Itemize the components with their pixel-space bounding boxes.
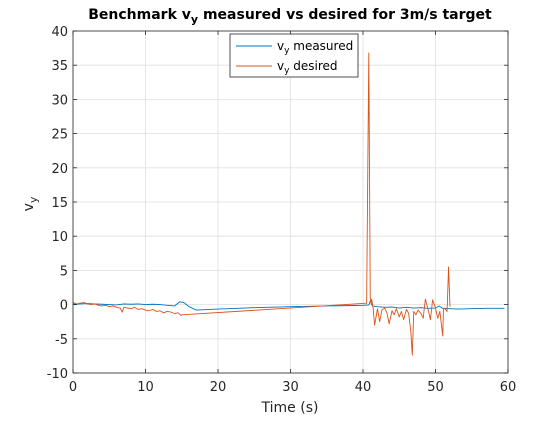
series-line-desired	[72, 52, 451, 356]
x-tick-label: 10	[137, 380, 154, 395]
legend-box	[229, 33, 359, 78]
x-tick-label: 0	[69, 380, 77, 395]
series-layer	[72, 52, 505, 356]
x-tick-label: 40	[355, 380, 372, 395]
x-tick-label: 50	[427, 380, 444, 395]
y-axis-label: vy	[21, 196, 40, 211]
ticks: 0 10 20 30 40 50 60 -10 -5 0 5 10 15 20 25 30 35 40	[47, 25, 517, 395]
y-tick-label: 5	[60, 264, 68, 279]
y-tick-label: 40	[51, 25, 68, 40]
y-tick-label: -5	[55, 333, 68, 348]
y-tick-label: 15	[51, 196, 68, 211]
y-tick-label: 30	[51, 93, 68, 108]
y-tick-label: 35	[51, 59, 68, 74]
x-tick-label: 60	[500, 380, 517, 395]
x-axis-label: Time (s)	[261, 400, 319, 416]
legend-label-desired: vy desired	[277, 59, 338, 76]
y-tick-label: 10	[51, 230, 68, 245]
y-tick-label: 0	[60, 299, 68, 314]
y-tick-label: 20	[51, 162, 68, 177]
legend-label-measured: vy measured	[277, 39, 353, 56]
legend: vy measured vy desired	[229, 33, 359, 78]
x-tick-label: 20	[210, 380, 227, 395]
x-tick-label: 30	[282, 380, 299, 395]
chart-title: Benchmark vy measured vs desired for 3m/…	[88, 7, 492, 26]
series-line-measured	[72, 300, 505, 311]
y-tick-label: 25	[51, 128, 68, 143]
y-tick-label: -10	[47, 367, 68, 382]
